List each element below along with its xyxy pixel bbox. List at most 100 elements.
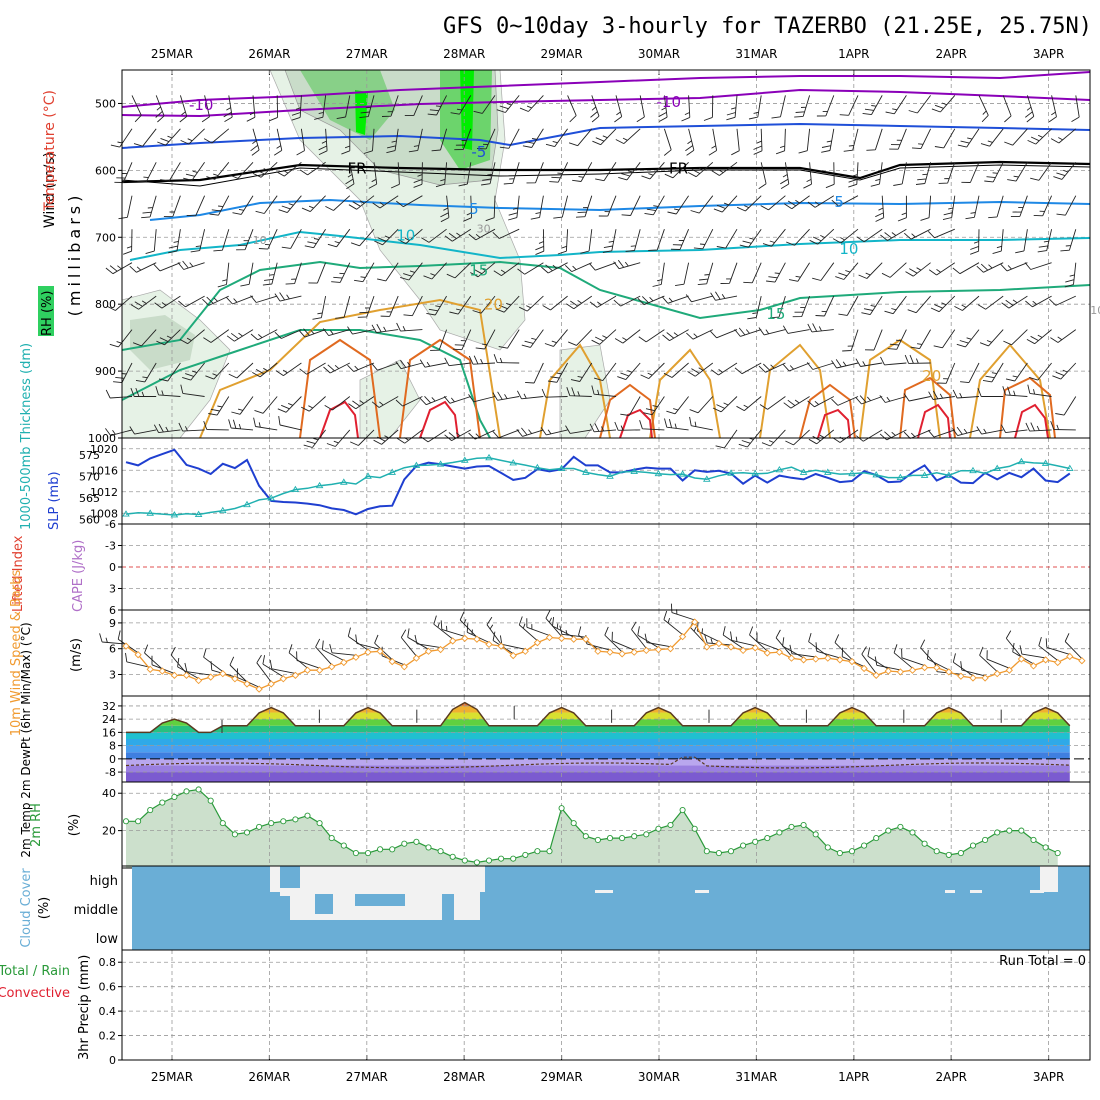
thickness-point: [267, 494, 275, 501]
ylabel-wind10m: 10m Wind Speed & Barbs: [9, 570, 24, 737]
wind-barb: [637, 626, 659, 648]
precip-tick-label: 0.8: [99, 956, 117, 969]
rh2m-point: [437, 848, 444, 855]
wind-barb: [155, 386, 181, 397]
wind-barb: [203, 128, 230, 144]
wind-barb: [400, 262, 423, 281]
wind-barb: [565, 425, 592, 434]
rh2m-point: [1006, 827, 1013, 834]
wind-barb: [541, 262, 568, 274]
temp-band: [126, 732, 1070, 739]
wind-barb: [639, 420, 665, 431]
wind-barb: [1025, 422, 1052, 432]
wind10m-point: [993, 670, 1001, 678]
x-tick-bottom-3APR: 3APR: [1033, 1070, 1064, 1084]
wind-barb: [927, 228, 955, 239]
wind-barb: [637, 295, 665, 306]
wind-barb: [696, 622, 720, 642]
thickness-tick: 570: [79, 471, 100, 484]
rh2m-point: [740, 842, 747, 849]
cape-ticks: -6 -3 0 3 6: [105, 518, 122, 617]
pressure-tick-label: 800: [95, 298, 116, 311]
pressure-tick-label: 700: [95, 231, 116, 244]
thickness-point: [678, 470, 687, 477]
wind10m-point: [933, 663, 941, 672]
wind-barb: [1025, 295, 1052, 308]
wind-barb: [526, 162, 544, 184]
ylabel-slp: SLP (mb): [47, 471, 62, 530]
wind-barb: [1015, 229, 1028, 254]
wind10m-point: [473, 635, 481, 643]
wind-barb: [687, 161, 714, 178]
rh2m-point: [1030, 836, 1037, 844]
wind-barb: [720, 262, 738, 284]
wind-barb: [118, 195, 133, 220]
wind-barb: [145, 229, 157, 255]
wind-barb: [468, 394, 496, 403]
rh2m-point: [256, 823, 263, 830]
wind-barb: [666, 396, 689, 415]
wind-barb: [658, 95, 668, 122]
wind-barb: [580, 229, 593, 254]
x-tick-top-30MAR: 30MAR: [638, 47, 680, 61]
wind-barb: [154, 295, 181, 309]
wind-barb: [541, 388, 568, 398]
rh-area-50: [559, 344, 611, 439]
wind-barb: [643, 396, 665, 416]
isotherm-20: [859, 338, 941, 439]
wind10m-point: [146, 665, 154, 673]
rh2m-point: [667, 821, 674, 829]
cloud-gap: [280, 866, 300, 888]
wind-barb: [426, 295, 447, 316]
wind-barb: [180, 384, 205, 397]
cloud-gap: [355, 894, 405, 906]
pressure-tick-label: 600: [95, 164, 116, 177]
rh2m-point: [933, 848, 940, 855]
cloud-cell: [455, 890, 475, 920]
wind-barb: [156, 329, 181, 346]
wind-barb: [223, 95, 233, 122]
wind-barb: [160, 162, 181, 182]
wind-barb: [347, 326, 375, 335]
wind-barb: [911, 128, 932, 150]
thickness-point: [485, 453, 493, 461]
thickness-point: [872, 471, 880, 478]
cloud-gap: [442, 894, 454, 920]
wind-barb: [335, 295, 351, 319]
wind-barb: [731, 128, 740, 156]
thickness-point: [533, 463, 542, 471]
wind-barb: [301, 195, 326, 213]
wind-barb: [348, 195, 375, 210]
rh2m-tick-label: 20: [102, 825, 116, 838]
rh2m-point: [800, 821, 807, 829]
wind-barb: [262, 262, 278, 286]
wind-barb: [566, 295, 593, 310]
precip-tick-label: 0.2: [99, 1030, 117, 1043]
wind-barb: [689, 396, 714, 414]
slp-ticks: 575 570 565 560 1020 1016 1012 1008: [79, 443, 118, 527]
wind-barb: [322, 328, 350, 337]
rh2m-point: [195, 786, 202, 793]
ylabel-temperature: Temperature (°C): [42, 90, 58, 212]
wind-barb: [203, 329, 230, 343]
thickness-point: [606, 472, 614, 479]
wind-barb: [444, 228, 472, 242]
wind-barb: [614, 329, 641, 344]
wind-barb: [848, 162, 859, 188]
x-tick-bottom-2APR: 2APR: [935, 1070, 966, 1084]
wind-barb: [518, 616, 538, 642]
wind-barb: [1024, 262, 1052, 270]
wind-barb: [557, 229, 569, 255]
freezing-level-b: [121, 164, 1091, 187]
rh2m-point: [546, 848, 553, 855]
wind-barb: [373, 429, 399, 445]
wind10m-grid: [122, 610, 1090, 696]
wind-barb: [492, 631, 514, 654]
wind10m-point: [848, 657, 856, 666]
wind-barb: [296, 651, 320, 669]
wind-barb: [621, 195, 641, 216]
cloud-cell: [1030, 890, 1044, 893]
rh2m-point: [389, 846, 396, 853]
